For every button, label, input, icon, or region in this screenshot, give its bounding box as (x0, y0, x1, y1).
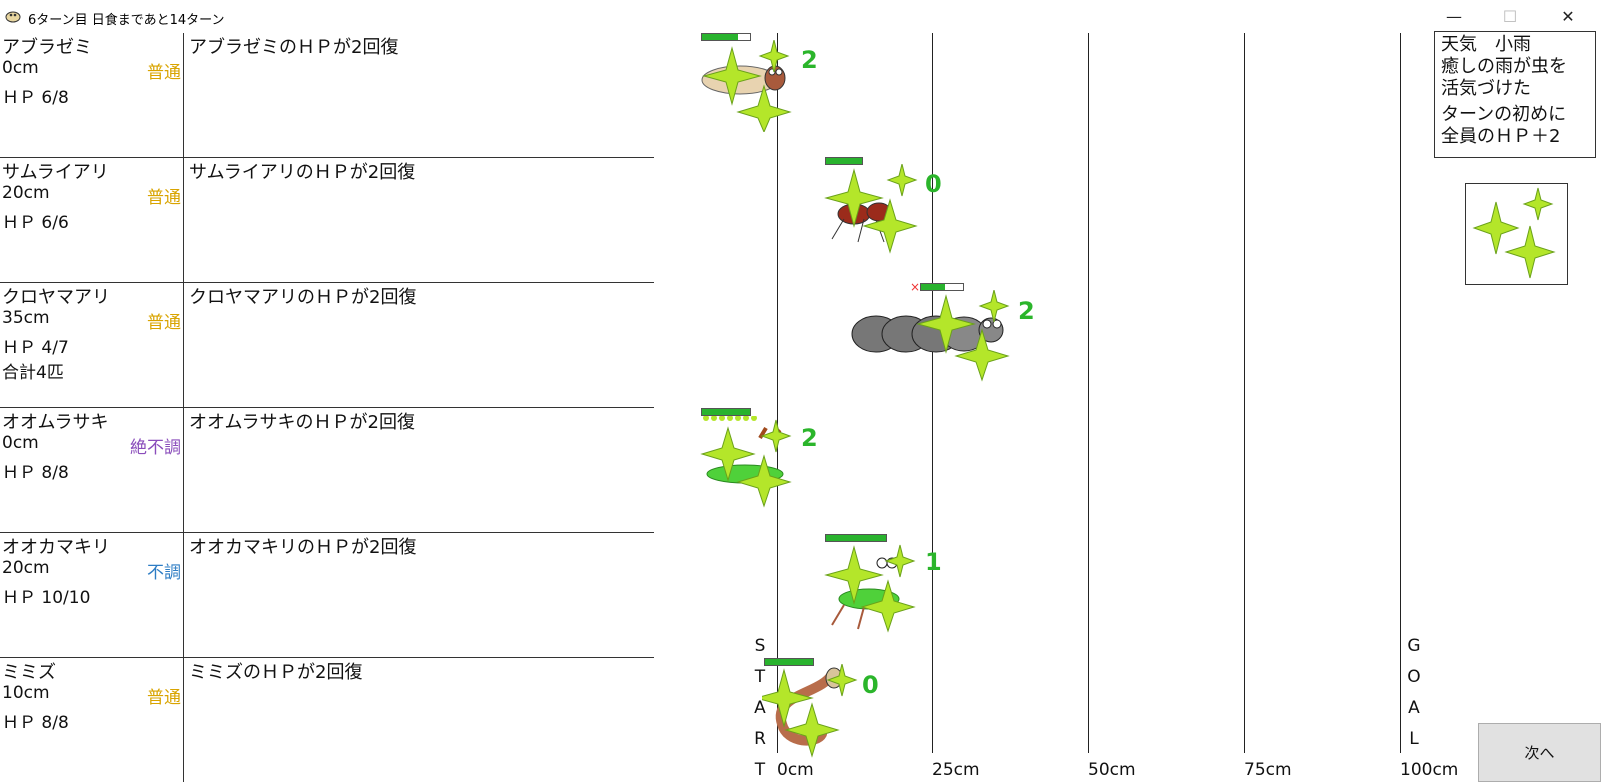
panel-divider (183, 33, 184, 782)
insect-distance: 10cm (2, 683, 50, 703)
tick-label: 0cm (777, 760, 814, 780)
tick-label: 100cm (1400, 760, 1459, 780)
start-letter: R (754, 729, 766, 749)
goal-letter: G (1407, 636, 1421, 656)
insect-hp: ＨＰ 6/8 (2, 88, 69, 108)
insect-name: オオカマキリ (2, 537, 110, 558)
insect-distance: 35cm (2, 308, 50, 328)
tick-label: 50cm (1088, 760, 1136, 780)
cicada-sprite[interactable] (700, 40, 800, 132)
insect-condition: 普通 (147, 688, 181, 708)
goal-letter: A (1408, 698, 1420, 718)
close-icon: × (910, 280, 921, 294)
status-row-mimizu: ミミズ 10cm 普通 ＨＰ 8/8 ミミズのＨＰが2回復 (0, 658, 654, 782)
insect-distance: 20cm (2, 558, 50, 578)
track-line-25 (932, 33, 933, 753)
weather-desc: 癒しの雨が虫を (1441, 56, 1567, 77)
insect-distance: 0cm (2, 58, 39, 78)
action-count: 0 (925, 170, 942, 198)
mantis-sprite[interactable] (824, 541, 922, 633)
weather-effect: ターンの初めに (1441, 104, 1567, 125)
hp-bar-fill (702, 409, 750, 415)
weather-effect: 全員のＨＰ＋2 (1441, 126, 1561, 147)
goal-letter: O (1407, 667, 1421, 687)
hp-bar (825, 157, 863, 165)
track-line-50 (1088, 33, 1089, 753)
insect-distance: 0cm (2, 433, 39, 453)
insect-condition: 普通 (147, 63, 181, 83)
insect-condition: 普通 (147, 313, 181, 333)
start-letter: T (754, 760, 766, 780)
hp-bar-fill (826, 158, 862, 164)
status-row-aburazemi: アブラゼミ 0cm 普通 ＨＰ 6/8 アブラゼミのＨＰが2回復 (0, 33, 654, 158)
status-row-samuraiari: サムライアリ 20cm 普通 ＨＰ 6/6 サムライアリのＨＰが2回復 (0, 158, 654, 283)
hp-bar-fill (921, 284, 945, 290)
app-icon (5, 11, 21, 23)
insect-log: オオムラサキのＨＰが2回復 (189, 412, 416, 433)
next-button[interactable]: 次へ (1478, 723, 1601, 782)
insect-hp: ＨＰ 6/6 (2, 213, 69, 233)
hp-bar-fill (702, 34, 738, 40)
insect-log: アブラゼミのＨＰが2回復 (189, 37, 399, 58)
weather-title: 天気 小雨 (1441, 34, 1531, 55)
earthworm-sprite[interactable] (762, 664, 862, 760)
title-bar: 6ターン目 日食まであと14ターン — ☐ ✕ (0, 0, 1601, 33)
insect-name: クロヤマアリ (2, 287, 110, 308)
tick-label: 25cm (932, 760, 980, 780)
insect-condition: 不調 (147, 563, 181, 583)
insect-condition: 普通 (147, 188, 181, 208)
action-count: 2 (801, 46, 818, 74)
insect-hp: ＨＰ 8/8 (2, 713, 69, 733)
hp-bar (920, 283, 964, 291)
action-count: 1 (925, 548, 942, 576)
hp-bar (825, 534, 887, 542)
insect-log: サムライアリのＨＰが2回復 (189, 162, 416, 183)
status-row-ookamakiri: オオカマキリ 20cm 不調 ＨＰ 10/10 オオカマキリのＨＰが2回復 (0, 533, 654, 658)
tick-label: 75cm (1244, 760, 1292, 780)
insect-name: サムライアリ (2, 162, 109, 183)
insect-hp: ＨＰ 10/10 (2, 588, 91, 608)
action-count: 2 (801, 424, 818, 452)
insect-name: アブラゼミ (2, 37, 92, 58)
race-track: 0cm 25cm 50cm 75cm 100cm S T A R T G O A… (654, 33, 1601, 782)
minimize-icon[interactable]: — (1446, 7, 1462, 26)
insect-hp: ＨＰ 8/8 (2, 463, 69, 483)
action-count: 2 (1018, 297, 1035, 325)
action-count: 0 (862, 671, 879, 699)
insect-log: オオカマキリのＨＰが2回復 (189, 537, 417, 558)
sparkle-icon (1465, 183, 1568, 285)
insect-log: ミミズのＨＰが2回復 (189, 662, 363, 683)
weather-panel: 天気 小雨 癒しの雨が虫を 活気づけた ターンの初めに 全員のＨＰ＋2 (1434, 31, 1596, 158)
window-title: 6ターン目 日食まであと14ターン (28, 13, 225, 28)
hp-bar (764, 658, 814, 666)
black-ant-group-sprite[interactable] (846, 290, 1018, 382)
butterfly-larva-sprite[interactable] (700, 416, 800, 508)
insect-distance: 20cm (2, 183, 50, 203)
insect-condition: 絶不調 (130, 438, 181, 458)
track-line-75 (1244, 33, 1245, 753)
insect-hp: ＨＰ 4/7 (2, 338, 69, 358)
hp-bar (701, 408, 751, 416)
weather-desc: 活気づけた (1441, 78, 1531, 99)
insect-count-total: 合計4匹 (2, 363, 64, 383)
insect-name: オオムラサキ (2, 412, 109, 433)
samurai-ant-sprite[interactable] (824, 164, 922, 256)
insect-name: ミミズ (2, 662, 56, 683)
track-line-100 (1400, 33, 1401, 753)
start-letter: A (754, 698, 766, 718)
insect-log: クロヤマアリのＨＰが2回復 (189, 287, 417, 308)
maximize-icon[interactable]: ☐ (1502, 7, 1518, 26)
status-panel: アブラゼミ 0cm 普通 ＨＰ 6/8 アブラゼミのＨＰが2回復 サムライアリ … (0, 33, 654, 782)
close-icon[interactable]: ✕ (1561, 7, 1575, 26)
start-letter: T (754, 667, 766, 687)
hp-bar-fill (765, 659, 813, 665)
hp-bar (701, 33, 751, 41)
hp-bar-fill (826, 535, 886, 541)
track-line-0 (777, 33, 778, 753)
status-row-oomurasaki: オオムラサキ 0cm 絶不調 ＨＰ 8/8 オオムラサキのＨＰが2回復 (0, 408, 654, 533)
goal-letter: L (1409, 729, 1419, 749)
status-row-kuroyamaari: クロヤマアリ 35cm 普通 ＨＰ 4/7 合計4匹 クロヤマアリのＨＰが2回復 (0, 283, 654, 408)
start-letter: S (754, 636, 766, 656)
